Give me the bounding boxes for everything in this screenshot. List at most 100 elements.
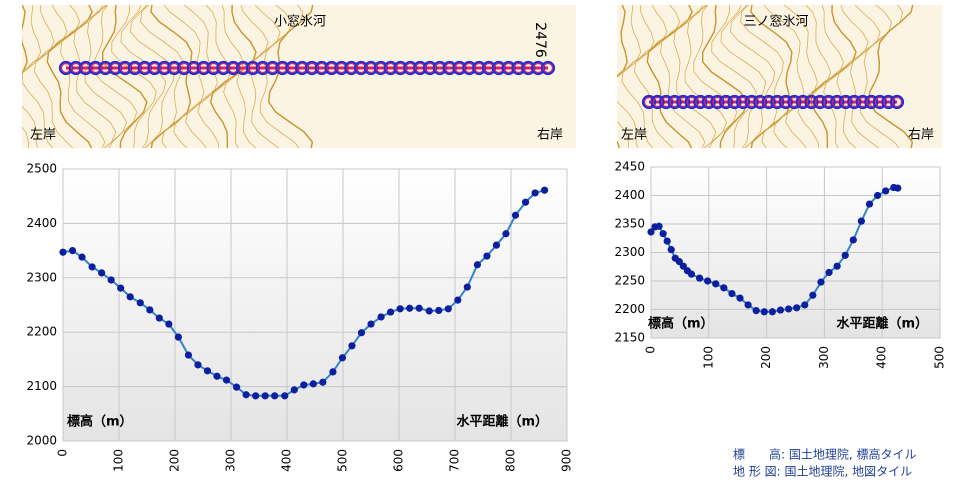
y-tick-label: 2200 bbox=[614, 302, 645, 316]
transect-point bbox=[718, 94, 734, 110]
transect-point bbox=[78, 60, 93, 76]
data-point bbox=[281, 392, 289, 400]
y-tick-label: 2000 bbox=[26, 434, 57, 448]
transect-point bbox=[157, 60, 172, 76]
transect-point bbox=[481, 60, 497, 76]
contour bbox=[73, 5, 117, 148]
y-axis-title: 標高（m） bbox=[648, 316, 714, 332]
data-point bbox=[473, 261, 481, 269]
data-point bbox=[242, 391, 250, 399]
data-point bbox=[531, 189, 539, 197]
data-point bbox=[357, 329, 366, 337]
data-point bbox=[492, 241, 501, 249]
contour bbox=[684, 5, 728, 148]
transect-point bbox=[393, 60, 408, 76]
chart: 2000 2100 2200 2300 2400 2500 0 100 200 300 400 500… bbox=[26, 162, 573, 472]
data-point bbox=[233, 383, 241, 391]
data-point bbox=[736, 294, 744, 302]
contour bbox=[102, 5, 148, 148]
transect-point bbox=[727, 94, 742, 110]
data-point bbox=[184, 351, 193, 359]
data-point bbox=[387, 308, 395, 316]
transect-point bbox=[531, 60, 546, 76]
data-point bbox=[435, 306, 443, 315]
transect-point bbox=[701, 94, 716, 110]
transect-point bbox=[830, 94, 845, 110]
contour bbox=[223, 5, 269, 148]
x-tick-label: 200 bbox=[759, 346, 773, 369]
contour bbox=[797, 5, 844, 148]
x-axis-title: 水平距離（m） bbox=[836, 316, 928, 332]
data-point bbox=[271, 392, 279, 400]
transect-point bbox=[491, 60, 506, 76]
plot-area bbox=[62, 168, 568, 442]
contour bbox=[617, 5, 642, 148]
transect-point bbox=[641, 94, 657, 110]
transect-point bbox=[216, 60, 231, 76]
data-point bbox=[425, 307, 433, 315]
contour bbox=[34, 5, 81, 148]
data-point bbox=[406, 304, 414, 312]
contour bbox=[693, 5, 738, 148]
y-tick-label: 2450 bbox=[614, 160, 645, 174]
data-point bbox=[760, 308, 768, 316]
y-axis-title: 標高（m） bbox=[67, 414, 133, 430]
y-tick-label: 2100 bbox=[26, 379, 57, 393]
data-point bbox=[833, 262, 841, 270]
data-point bbox=[194, 361, 202, 369]
contour bbox=[702, 5, 748, 148]
data-point bbox=[712, 280, 720, 288]
map-title: 小窓氷河 bbox=[274, 14, 326, 30]
data-point bbox=[203, 367, 212, 375]
data-point bbox=[655, 222, 663, 230]
data-point bbox=[521, 198, 530, 206]
transect-point bbox=[403, 60, 418, 76]
data-point bbox=[841, 251, 849, 259]
transect-point bbox=[795, 94, 811, 110]
data-point bbox=[146, 306, 154, 314]
contour bbox=[773, 5, 818, 148]
contour bbox=[809, 5, 857, 148]
map-right-bank: 右岸 bbox=[908, 128, 934, 143]
map-elevation: 2476 bbox=[532, 22, 548, 58]
data-point bbox=[752, 307, 760, 315]
y-tick-label: 2200 bbox=[26, 325, 57, 339]
chart: 2150 2200 2250 2300 2350 2400 2450 0 100 200 300 40… bbox=[614, 160, 946, 369]
x-tick-label: 700 bbox=[448, 449, 462, 472]
data-point bbox=[882, 187, 890, 195]
contour bbox=[660, 5, 706, 148]
data-point bbox=[687, 270, 696, 278]
map-left-bank: 左岸 bbox=[621, 128, 647, 143]
transect-point bbox=[804, 94, 819, 110]
data-point bbox=[107, 276, 115, 284]
x-tick-label: 900 bbox=[560, 449, 574, 472]
contour bbox=[130, 5, 176, 148]
contour bbox=[111, 5, 157, 148]
data-point bbox=[483, 252, 491, 260]
transect-point bbox=[542, 62, 554, 74]
data-point bbox=[454, 296, 462, 304]
data-point bbox=[744, 301, 752, 309]
transect-point bbox=[235, 60, 251, 76]
x-tick-label: 0 bbox=[56, 449, 70, 457]
transect-point bbox=[650, 94, 665, 110]
x-tick-label: 0 bbox=[644, 346, 658, 354]
data-point bbox=[704, 277, 712, 285]
data-point bbox=[117, 284, 125, 292]
data-point bbox=[502, 230, 510, 238]
transect-point bbox=[847, 94, 862, 110]
transect-point bbox=[442, 60, 457, 76]
contour bbox=[120, 5, 167, 148]
y-tick-label: 2500 bbox=[26, 162, 57, 176]
transect-point bbox=[226, 60, 241, 76]
contour bbox=[267, 5, 314, 148]
data-point bbox=[68, 247, 77, 255]
contour bbox=[22, 5, 42, 148]
transect-point bbox=[58, 60, 74, 76]
transect-point bbox=[147, 60, 162, 76]
transect-point bbox=[117, 60, 133, 76]
contour bbox=[93, 5, 138, 148]
data-point bbox=[463, 283, 471, 291]
credit: 地 形 図: 国土地理院, 地図タイル bbox=[733, 465, 912, 479]
contour bbox=[750, 5, 793, 148]
